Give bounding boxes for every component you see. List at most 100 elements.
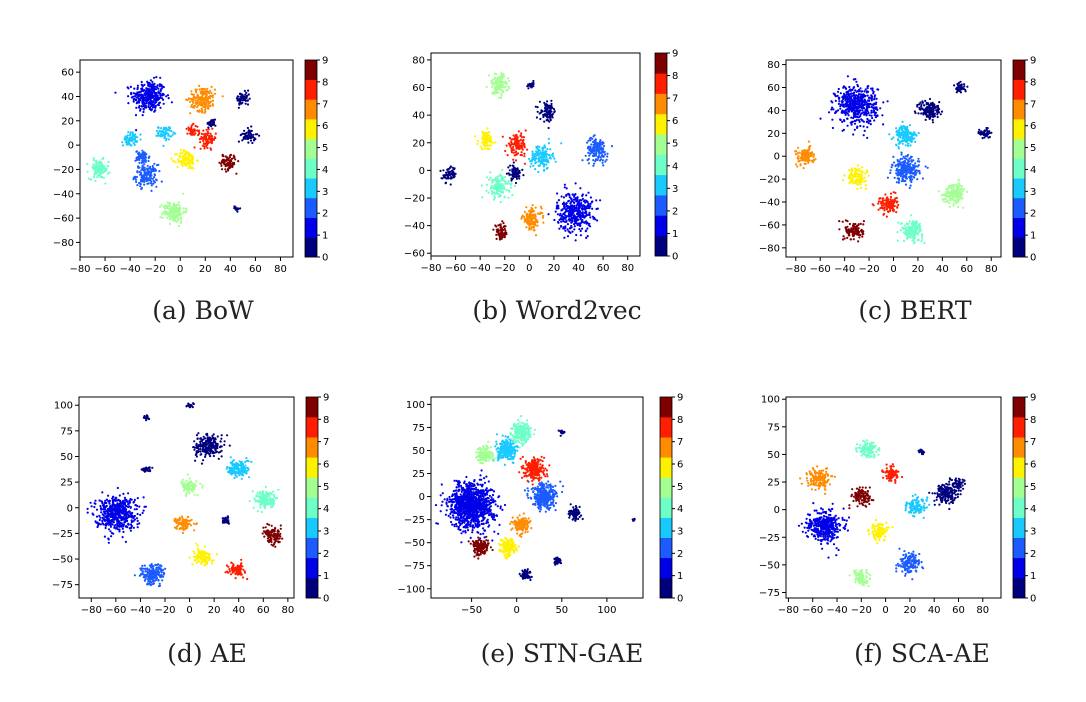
data-point	[159, 77, 161, 79]
data-point	[544, 144, 546, 146]
data-point	[866, 126, 868, 128]
data-point	[873, 119, 875, 121]
data-point	[570, 201, 572, 203]
data-point	[121, 141, 123, 143]
data-point	[511, 150, 513, 152]
data-point	[578, 228, 580, 230]
data-point	[127, 95, 129, 97]
data-point	[863, 125, 865, 127]
data-point	[154, 96, 156, 98]
data-point	[182, 152, 184, 154]
data-point	[175, 211, 177, 213]
data-point	[582, 193, 584, 195]
data-point	[574, 198, 576, 200]
data-point	[139, 174, 141, 176]
data-point	[838, 97, 840, 99]
data-point	[898, 129, 900, 131]
data-point	[176, 213, 178, 215]
data-point	[508, 86, 510, 88]
data-point	[864, 104, 866, 106]
data-point	[841, 121, 843, 123]
data-point	[532, 165, 534, 167]
data-point	[580, 199, 582, 201]
data-point	[563, 196, 565, 198]
data-point	[147, 174, 149, 176]
data-point	[949, 184, 951, 186]
data-point	[920, 240, 922, 242]
data-point	[893, 209, 895, 211]
data-point	[804, 163, 806, 165]
data-point	[218, 162, 220, 164]
data-point	[153, 91, 155, 93]
data-point	[200, 110, 202, 112]
data-point	[177, 204, 179, 206]
data-point	[853, 86, 855, 88]
data-point	[602, 164, 604, 166]
data-point	[536, 225, 538, 227]
data-point	[148, 179, 150, 181]
data-point	[915, 135, 917, 137]
data-point	[230, 154, 232, 156]
data-point	[481, 147, 483, 149]
data-point	[220, 165, 222, 167]
data-point	[843, 95, 845, 97]
data-point	[450, 183, 452, 185]
data-point	[185, 165, 187, 167]
data-point	[501, 238, 503, 240]
data-point	[140, 172, 142, 174]
data-point	[514, 137, 516, 139]
data-point	[501, 176, 503, 178]
data-point	[870, 123, 872, 125]
data-point	[865, 109, 867, 111]
data-point	[603, 145, 605, 147]
data-point	[570, 225, 572, 227]
data-point	[148, 156, 150, 158]
data-point	[185, 208, 187, 210]
data-point	[247, 99, 249, 101]
data-point	[890, 198, 892, 200]
data-point	[864, 90, 866, 92]
colorbar-tick-label: 3	[322, 187, 328, 198]
data-point	[546, 100, 548, 102]
data-point	[852, 99, 854, 101]
data-point	[957, 183, 959, 185]
data-point	[175, 161, 177, 163]
data-point	[523, 153, 525, 155]
data-point	[201, 88, 203, 90]
data-point	[229, 166, 231, 168]
data-point	[870, 112, 872, 114]
data-point	[211, 135, 213, 137]
data-point	[500, 229, 502, 231]
data-point	[918, 132, 920, 134]
data-point	[853, 176, 855, 178]
data-point	[831, 107, 833, 109]
data-point	[153, 173, 155, 175]
data-point	[500, 225, 502, 227]
data-point	[497, 76, 499, 78]
data-point	[852, 174, 854, 176]
data-point	[533, 157, 535, 159]
data-point	[156, 130, 158, 132]
data-point	[871, 117, 873, 119]
data-point	[144, 89, 146, 91]
data-point	[591, 208, 593, 210]
data-point	[581, 228, 583, 230]
data-point	[857, 181, 859, 183]
data-point	[592, 135, 594, 137]
data-point	[159, 216, 161, 218]
data-point	[842, 221, 844, 223]
data-point	[170, 158, 172, 160]
data-point	[904, 128, 906, 130]
colorbar-segment	[655, 94, 667, 115]
data-point	[177, 166, 179, 168]
x-tick-label: 0	[526, 263, 532, 274]
data-point	[601, 154, 603, 156]
data-point	[178, 160, 180, 162]
data-point	[451, 177, 453, 179]
data-point	[486, 176, 488, 178]
data-point	[854, 129, 856, 131]
data-point	[547, 213, 549, 215]
data-point	[958, 182, 960, 184]
